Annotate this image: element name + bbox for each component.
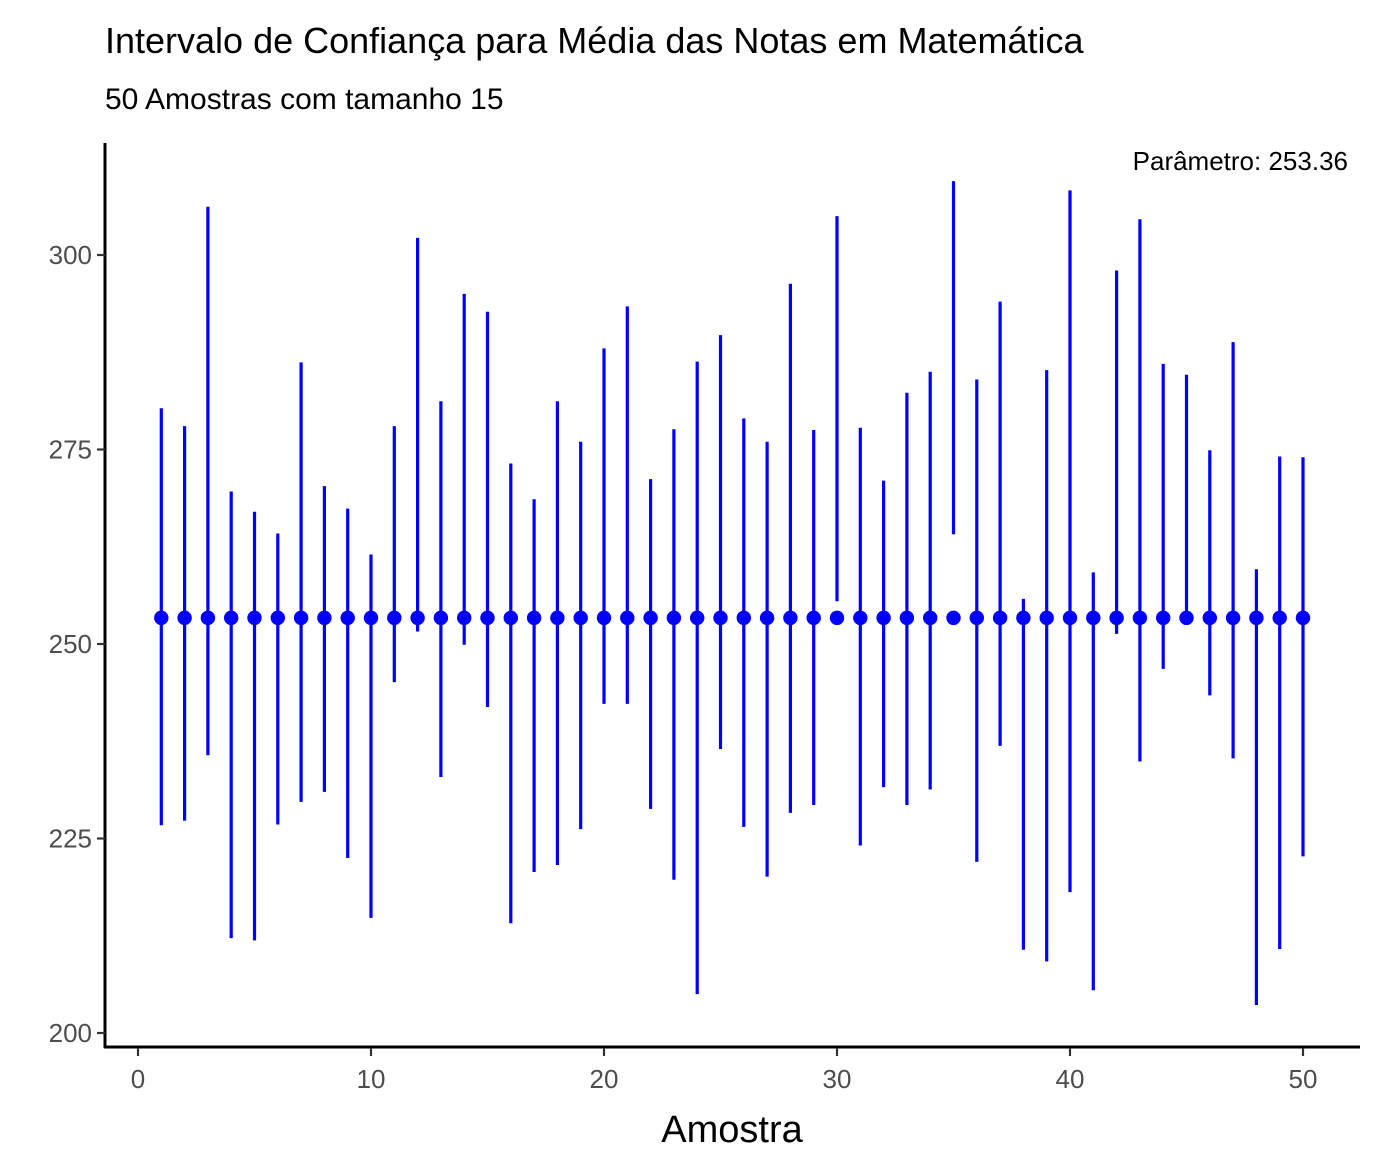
interval-marks xyxy=(154,181,1311,1005)
mean-point-3 xyxy=(200,610,216,626)
mean-point-1 xyxy=(154,610,169,626)
mean-point-4 xyxy=(224,610,239,626)
x-axis-ticks: 0 10 20 30 40 50 xyxy=(131,1048,1318,1094)
chart-title: Intervalo de Confiança para Média das No… xyxy=(105,20,1084,61)
mean-point-34 xyxy=(923,610,938,626)
mean-point-46 xyxy=(1202,610,1218,626)
x-tick-label-50: 50 xyxy=(1289,1064,1318,1094)
mean-point-44 xyxy=(1156,610,1171,626)
mean-point-49 xyxy=(1272,610,1287,626)
mean-point-43 xyxy=(1132,610,1148,626)
mean-point-38 xyxy=(1016,610,1031,626)
mean-point-11 xyxy=(387,610,402,626)
mean-point-42 xyxy=(1109,610,1124,626)
mean-point-5 xyxy=(247,610,262,626)
mean-point-21 xyxy=(620,610,635,626)
x-tick-label-0: 0 xyxy=(131,1064,145,1094)
mean-point-17 xyxy=(526,610,542,626)
y-tick-label-250: 250 xyxy=(49,629,92,659)
x-axis-title: Amostra xyxy=(661,1109,803,1151)
x-tick-label-20: 20 xyxy=(590,1064,619,1094)
mean-point-50 xyxy=(1295,610,1311,626)
mean-point-22 xyxy=(643,610,658,626)
mean-point-31 xyxy=(853,610,868,626)
mean-point-15 xyxy=(480,610,495,626)
y-axis-ticks: 200 225 250 275 300 xyxy=(49,240,105,1048)
mean-point-45 xyxy=(1179,610,1194,626)
mean-point-6 xyxy=(270,610,285,626)
mean-point-26 xyxy=(736,610,751,626)
chart-subtitle: 50 Amostras com tamanho 15 xyxy=(105,83,504,116)
mean-point-47 xyxy=(1225,610,1241,626)
mean-point-41 xyxy=(1086,610,1101,626)
plot-area: 200 225 250 275 300 0 10 20 30 40 50 xyxy=(49,143,1360,1094)
mean-point-16 xyxy=(503,610,518,626)
x-tick-label-40: 40 xyxy=(1056,1064,1085,1094)
mean-point-28 xyxy=(783,610,798,626)
mean-point-8 xyxy=(317,610,332,626)
mean-point-2 xyxy=(177,610,192,626)
mean-point-48 xyxy=(1249,610,1264,626)
mean-point-25 xyxy=(713,610,728,626)
parameter-annotation: Parâmetro: 253.36 xyxy=(1133,146,1348,176)
x-tick-label-30: 30 xyxy=(823,1064,852,1094)
mean-point-12 xyxy=(410,610,425,626)
mean-point-14 xyxy=(457,610,472,626)
mean-point-10 xyxy=(363,610,379,626)
mean-point-36 xyxy=(969,610,984,626)
mean-point-20 xyxy=(596,610,612,626)
mean-point-18 xyxy=(550,610,565,626)
mean-point-39 xyxy=(1039,610,1054,626)
mean-point-9 xyxy=(340,610,355,626)
mean-point-33 xyxy=(899,610,915,626)
mean-point-24 xyxy=(690,610,705,626)
mean-point-7 xyxy=(293,610,309,626)
x-tick-label-10: 10 xyxy=(357,1064,386,1094)
mean-point-29 xyxy=(806,610,821,626)
mean-point-27 xyxy=(759,610,775,626)
mean-point-30 xyxy=(829,610,845,626)
mean-point-37 xyxy=(992,610,1008,626)
y-tick-label-300: 300 xyxy=(49,240,92,270)
y-tick-label-275: 275 xyxy=(49,435,92,465)
mean-point-35 xyxy=(946,610,961,626)
y-tick-label-225: 225 xyxy=(49,824,92,854)
mean-point-32 xyxy=(876,610,891,626)
y-tick-label-200: 200 xyxy=(49,1018,92,1048)
mean-point-40 xyxy=(1062,610,1078,626)
mean-point-13 xyxy=(433,610,449,626)
mean-point-23 xyxy=(666,610,682,626)
mean-point-19 xyxy=(573,610,588,626)
